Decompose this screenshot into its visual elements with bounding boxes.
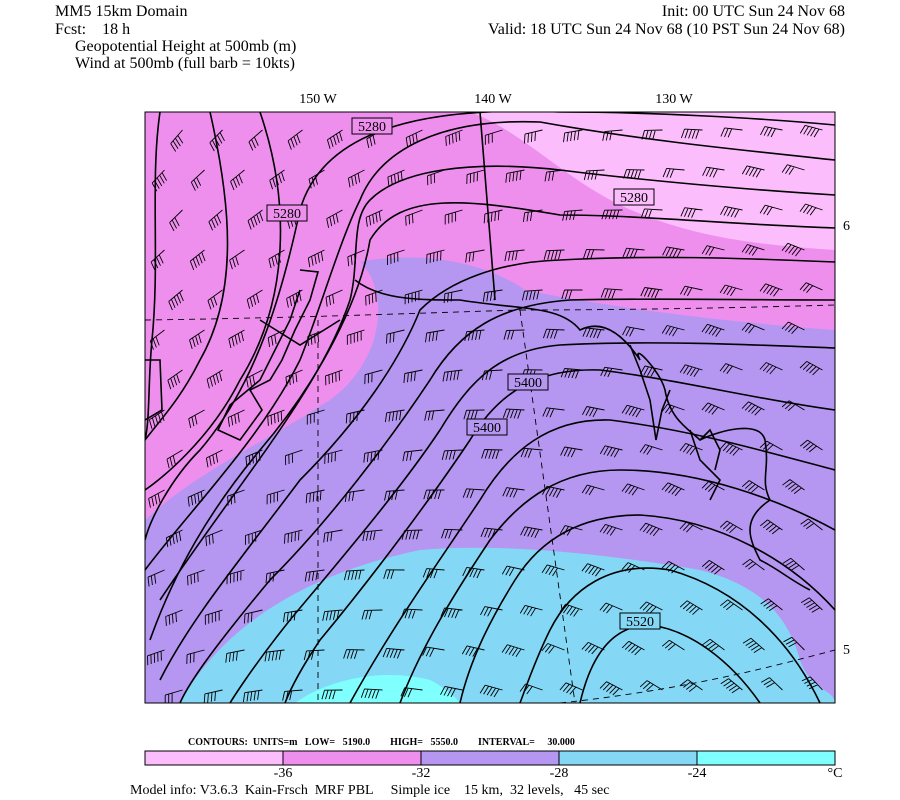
contour-label: 5400: [514, 376, 542, 391]
valid-time: Valid: 18 UTC Sun 24 Nov 68 (10 PST Sun …: [488, 21, 845, 38]
temperature-fill: [180, 547, 835, 703]
height-contours: [145, 112, 835, 703]
contour-label: 5520: [626, 615, 654, 630]
domain-title: MM5 15km Domain: [55, 3, 187, 20]
contour-labels: 5280 5280 5280 5400 5400 5520: [266, 117, 661, 630]
map-area: [145, 112, 835, 703]
contour-label: 5280: [273, 207, 301, 222]
coastline: [145, 112, 811, 591]
map-frame: [144, 111, 836, 704]
init-time: Init: 00 UTC Sun 24 Nov 68: [662, 3, 845, 20]
temperature-fill: [295, 674, 460, 703]
model-info: Model info: V3.6.3 Kain-Frsch MRF PBL Si…: [130, 783, 609, 798]
colorbar-label: -36: [274, 766, 293, 781]
forecast-hour: Fcst: 18 h: [55, 21, 130, 38]
wind-barb: [147, 124, 823, 703]
contour-label: 5400: [473, 421, 501, 436]
contour-label: 5280: [358, 120, 386, 135]
colorbar-unit: °C: [828, 766, 843, 781]
longitude-label: 130 W: [655, 92, 693, 107]
colorbar: [144, 750, 836, 766]
field-title: Wind at 500mb (full barb = 10kts): [75, 55, 295, 72]
latitude-label: 6: [843, 219, 850, 234]
wind-barbs: [147, 124, 823, 703]
colorbar-label: -24: [688, 766, 707, 781]
contour-label: 5280: [620, 191, 648, 206]
latitude-label: 5: [843, 643, 850, 658]
colorbar-label: -28: [550, 766, 569, 781]
longitude-label: 150 W: [299, 92, 337, 107]
field-title: Geopotential Height at 500mb (m): [75, 38, 296, 55]
contour-info: CONTOURS: UNITS=m LOW= 5190.0 HIGH= 5550…: [188, 737, 575, 748]
graticule: [145, 304, 835, 703]
longitude-label: 140 W: [474, 92, 512, 107]
colorbar-label: -32: [412, 766, 431, 781]
